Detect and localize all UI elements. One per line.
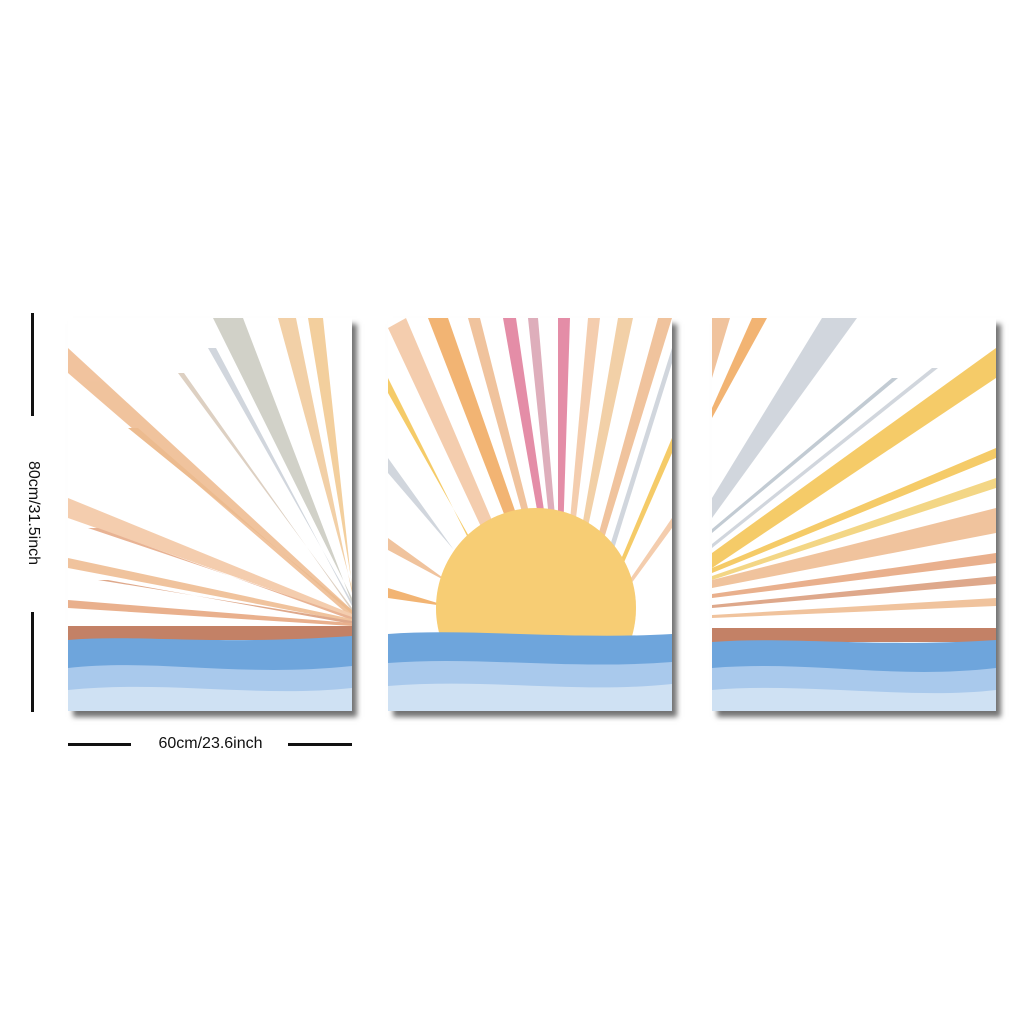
- sun-rays-left-artwork: [68, 318, 352, 711]
- height-dimension-line-bottom: [31, 612, 34, 712]
- sun-rays-right-artwork: [712, 318, 996, 711]
- art-panel-center: [388, 318, 672, 711]
- height-dimension-line-top: [31, 313, 34, 416]
- art-panel-left: [68, 318, 352, 711]
- width-dimension-line-right: [288, 743, 352, 746]
- width-dimension-line-left: [68, 743, 131, 746]
- width-dimension-label: 60cm/23.6inch: [158, 735, 263, 752]
- rising-sun-artwork: [388, 318, 672, 711]
- art-panel-right: [712, 318, 996, 711]
- height-dimension-label: 80cm/31.5inch: [25, 460, 42, 566]
